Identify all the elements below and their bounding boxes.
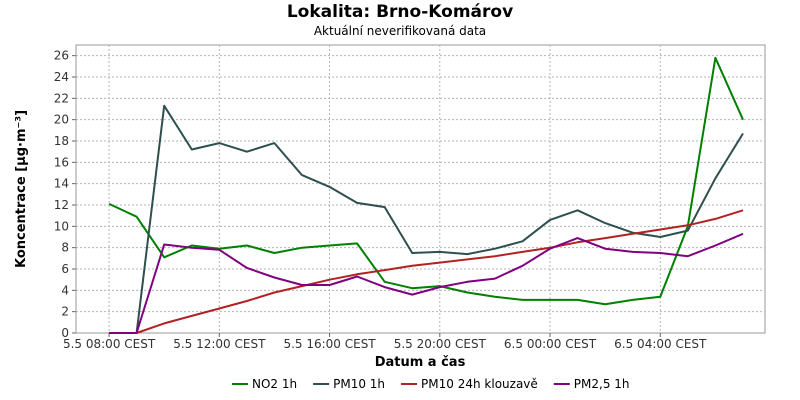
series-line-2 [109,209,744,334]
chart-title: Lokalita: Brno-Komárov [286,2,514,22]
grid-lines [76,45,765,333]
legend-label: NO2 1h [252,377,297,391]
series-line-3 [109,232,744,334]
x-axis-title: Datum a čas [375,355,466,370]
x-axis: 5.5 08:00 CEST 5.5 12:00 CEST 5.5 16:00 CE… [63,333,707,351]
y-tick-label: 16 [54,155,69,169]
y-tick-label: 24 [54,70,69,84]
y-tick-label: 6 [61,262,69,276]
y-tick-label: 4 [61,283,69,297]
y-tick-label: 8 [61,241,69,255]
x-tick-label: 5.5 12:00 CEST [173,337,266,351]
y-tick-label: 10 [54,219,69,233]
chart-subtitle: Aktuální neverifikovaná data [313,24,487,38]
y-tick-label: 26 [54,49,69,63]
y-tick-label: 20 [54,113,69,127]
x-tick-label: 5.5 20:00 CEST [394,337,487,351]
legend-label: PM2,5 1h [574,377,630,391]
y-tick-label: 14 [54,177,69,191]
x-tick-label: 6.5 00:00 CEST [504,337,597,351]
x-tick-label: 5.5 16:00 CEST [283,337,376,351]
y-tick-label: 18 [54,134,69,148]
legend: NO2 1h PM10 1h PM10 24h klouzavě PM2,5 1h [232,377,630,391]
series-lines [108,56,744,334]
legend-label: PM10 1h [333,377,385,391]
legend-label: PM10 24h klouzavě [421,377,538,391]
y-tick-label: 0 [61,326,69,340]
y-tick-label: 12 [54,198,69,212]
plot-area [75,44,766,334]
y-tick-label: 22 [54,91,69,105]
x-tick-label: 5.5 08:00 CEST [63,337,156,351]
y-tick-label: 2 [61,305,69,319]
y-axis-title: Koncentrace [µg·m⁻³] [14,110,29,268]
x-tick-label: 6.5 04:00 CEST [614,337,707,351]
series-line-0 [108,56,744,306]
